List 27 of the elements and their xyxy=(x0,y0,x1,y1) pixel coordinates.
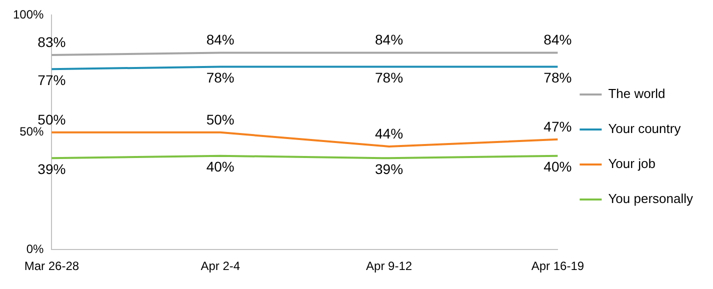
y-tick-label: 50% xyxy=(20,124,44,139)
data-label: 39% xyxy=(375,161,404,178)
y-tick-label: 0% xyxy=(26,242,44,256)
data-label: 84% xyxy=(375,32,404,48)
data-label: 78% xyxy=(206,70,234,86)
data-label: 83% xyxy=(38,34,66,50)
x-tick-label: Apr 2-4 xyxy=(200,259,240,274)
data-label: 44% xyxy=(375,125,404,142)
y-tick-label: 100% xyxy=(12,8,44,22)
data-label: 39% xyxy=(38,161,66,178)
x-tick-label: Mar 26-28 xyxy=(24,259,80,274)
data-label: 40% xyxy=(544,158,572,175)
x-tick-label: Apr 9-12 xyxy=(366,259,412,274)
x-tick-label: Apr 16-19 xyxy=(531,259,584,274)
legend-label: You personally xyxy=(608,191,694,206)
data-label: 78% xyxy=(375,70,404,86)
legend-label: Your job xyxy=(608,156,656,172)
data-label: 77% xyxy=(38,72,66,88)
data-label: 50% xyxy=(206,111,234,128)
legend-label: Your country xyxy=(608,121,682,136)
data-label: 78% xyxy=(544,70,572,86)
data-label: 40% xyxy=(206,158,234,175)
data-label: 84% xyxy=(544,32,572,48)
legend-label: The world xyxy=(608,86,666,102)
data-label: 47% xyxy=(544,118,572,134)
data-label: 84% xyxy=(206,32,234,48)
data-label: 50% xyxy=(38,111,66,128)
